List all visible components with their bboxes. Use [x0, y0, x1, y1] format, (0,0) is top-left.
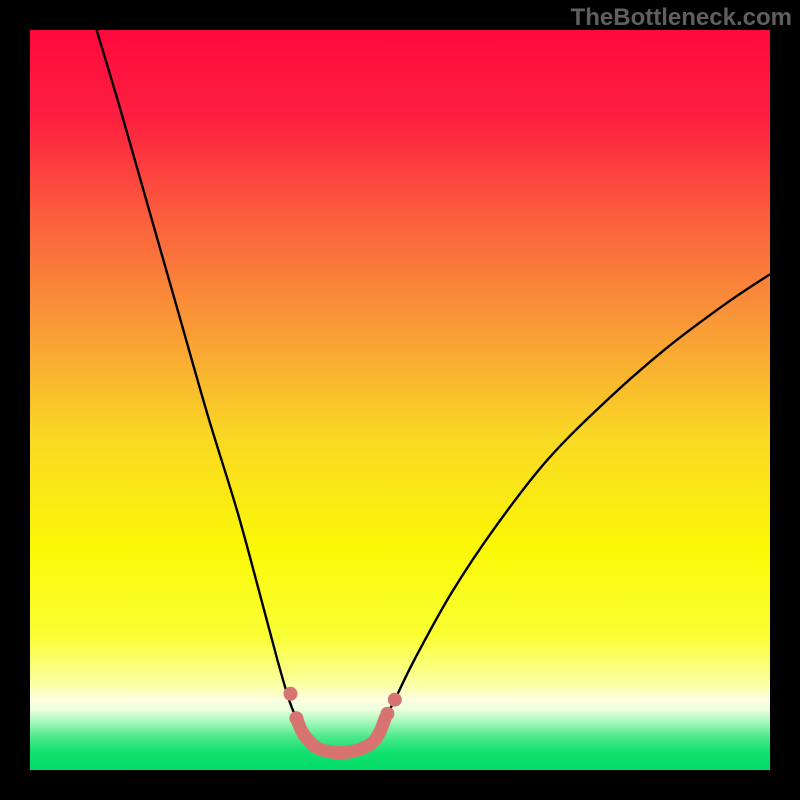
- optimal-range-endpoint: [380, 707, 394, 721]
- watermark-text: TheBottleneck.com: [571, 4, 792, 32]
- chart-frame: [30, 30, 770, 770]
- optimal-range-endpoint: [283, 687, 297, 701]
- gradient-background: [30, 30, 770, 770]
- optimal-range-endpoint: [289, 711, 303, 725]
- optimal-range-endpoint: [388, 693, 402, 707]
- chart-svg: [30, 30, 770, 770]
